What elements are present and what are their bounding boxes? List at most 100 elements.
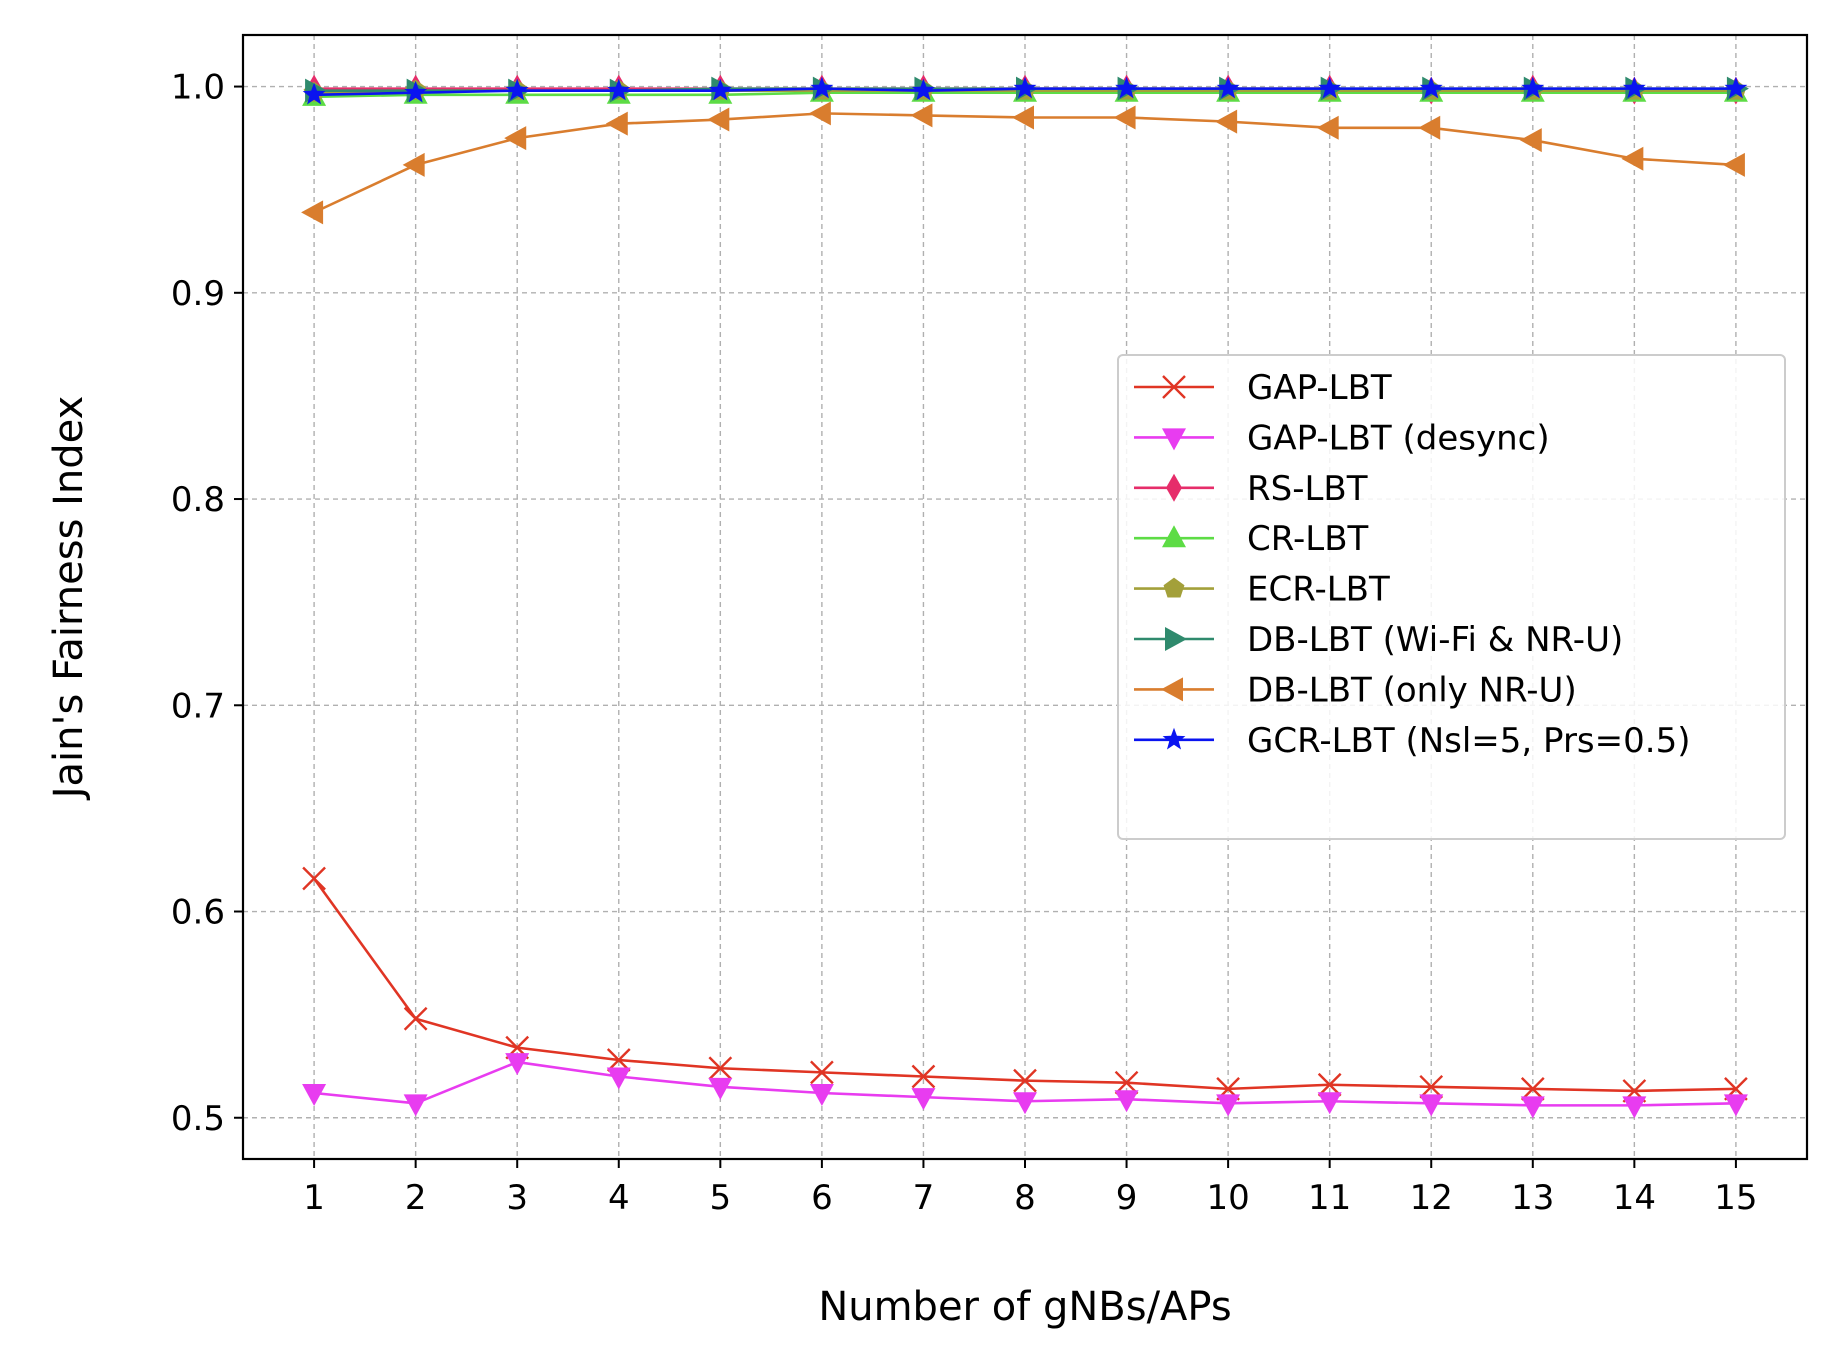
x-tick-label: 11 [1308,1178,1351,1218]
axis-ticks: 1 2 3 4 5 6 7 8 9 10 11 12 13 14 150.50.60.70.80.91.0 [171,68,1758,1218]
data-point [1317,1092,1342,1115]
legend-marker [1165,627,1187,651]
y-tick-label: 0.5 [171,1099,225,1139]
data-point [707,107,730,132]
data-point [1419,1074,1444,1099]
x-tick-label: 8 [1014,1178,1036,1218]
data-point [1418,115,1441,140]
data-point [302,866,326,891]
data-point [605,111,628,136]
x-tick-label: 3 [506,1178,528,1218]
legend-label: DB-LBT (only NR-U) [1247,670,1577,710]
data-point [1520,1077,1545,1101]
series-7 [301,101,1745,225]
series-2 [302,1053,1748,1119]
data-point [1419,1094,1444,1117]
x-tick-label: 2 [405,1178,427,1218]
data-point [403,1006,428,1031]
data-point [810,76,834,99]
data-point [911,1064,936,1089]
x-tick-label: 13 [1511,1178,1554,1218]
legend-item: RS-LBT [1134,469,1368,509]
legend-item: ECR-LBT [1134,570,1390,610]
data-point [1722,152,1745,177]
x-tick-label: 5 [710,1178,732,1218]
series-layer [301,74,1749,1119]
data-point [1012,105,1034,130]
data-point [302,1084,327,1107]
x-tick-label: 10 [1206,1178,1249,1218]
x-tick-label: 12 [1410,1178,1453,1218]
x-tick-label: 9 [1116,1178,1138,1218]
series-8 [302,76,1748,105]
data-point [1013,76,1037,99]
x-tick-label: 4 [608,1178,630,1218]
legend-item: GAP-LBT [1134,368,1392,408]
data-point [809,1084,834,1107]
data-point [606,1067,631,1090]
data-point [912,78,935,101]
data-point [606,1048,631,1072]
data-point [1519,128,1542,153]
x-tick-label: 7 [913,1178,935,1218]
legend-label: GAP-LBT [1247,368,1392,408]
data-point [1724,76,1748,99]
legend-item: GCR-LBT (Nsl=5, Prs=0.5) [1134,721,1690,761]
legend-label: GCR-LBT (Nsl=5, Prs=0.5) [1247,721,1690,761]
data-point [910,103,933,128]
data-point [402,152,425,177]
data-point [607,78,631,101]
data-point [1113,105,1136,130]
data-point [911,1088,936,1111]
data-point [808,101,831,126]
legend-marker [1162,375,1186,399]
legend-marker [1163,577,1185,598]
legend-marker [1162,428,1186,451]
y-tick-label: 1.0 [171,68,225,108]
data-point [505,1053,530,1076]
data-point [1114,1070,1139,1095]
x-tick-label: 14 [1613,1178,1656,1218]
data-point [1318,76,1342,99]
legend-marker [1166,473,1182,502]
legend-label: GAP-LBT (desync) [1247,418,1550,458]
x-tick-label: 6 [811,1178,833,1218]
data-point [708,1077,733,1100]
data-point [1013,1092,1037,1115]
legend-items: GAP-LBT GAP-LBT (desync) RS-LBT CR-LBT ECR-L… [1134,368,1690,761]
legend-label: DB-LBT (Wi-Fi & NR-U) [1247,620,1623,660]
data-point [810,1060,834,1085]
legend-label: CR-LBT [1247,519,1369,559]
y-tick-label: 0.6 [171,893,225,933]
legend-item: GAP-LBT (desync) [1134,418,1550,458]
y-tick-label: 0.7 [171,686,225,726]
data-point [1114,1090,1139,1113]
legend-item: DB-LBT (Wi-Fi & NR-U) [1134,620,1623,660]
data-point [1316,115,1339,140]
data-point [1216,1094,1241,1117]
data-point [504,126,527,151]
y-axis-label: Jain's Fairness Index [46,396,92,802]
data-point [404,80,428,103]
data-point [1520,1096,1545,1119]
data-point [1622,1096,1647,1119]
x-axis-label: Number of gNBs/APs [818,1284,1231,1330]
data-point [708,78,732,101]
data-point [1317,1072,1342,1097]
legend-marker [1162,727,1186,750]
data-point [1215,109,1238,134]
y-tick-label: 0.9 [171,274,225,314]
data-point [1621,146,1644,171]
data-point [403,1094,428,1117]
legend-item: CR-LBT [1134,519,1369,559]
data-point [1622,76,1646,99]
legend: GAP-LBT GAP-LBT (desync) RS-LBT CR-LBT ECR-L… [1117,354,1786,840]
data-point [302,82,326,105]
legend-label: RS-LBT [1247,469,1368,509]
data-point [301,200,324,225]
legend-label: ECR-LBT [1247,570,1390,610]
data-point [1013,1068,1037,1093]
data-point [1723,1094,1748,1117]
x-tick-label: 15 [1714,1178,1757,1218]
